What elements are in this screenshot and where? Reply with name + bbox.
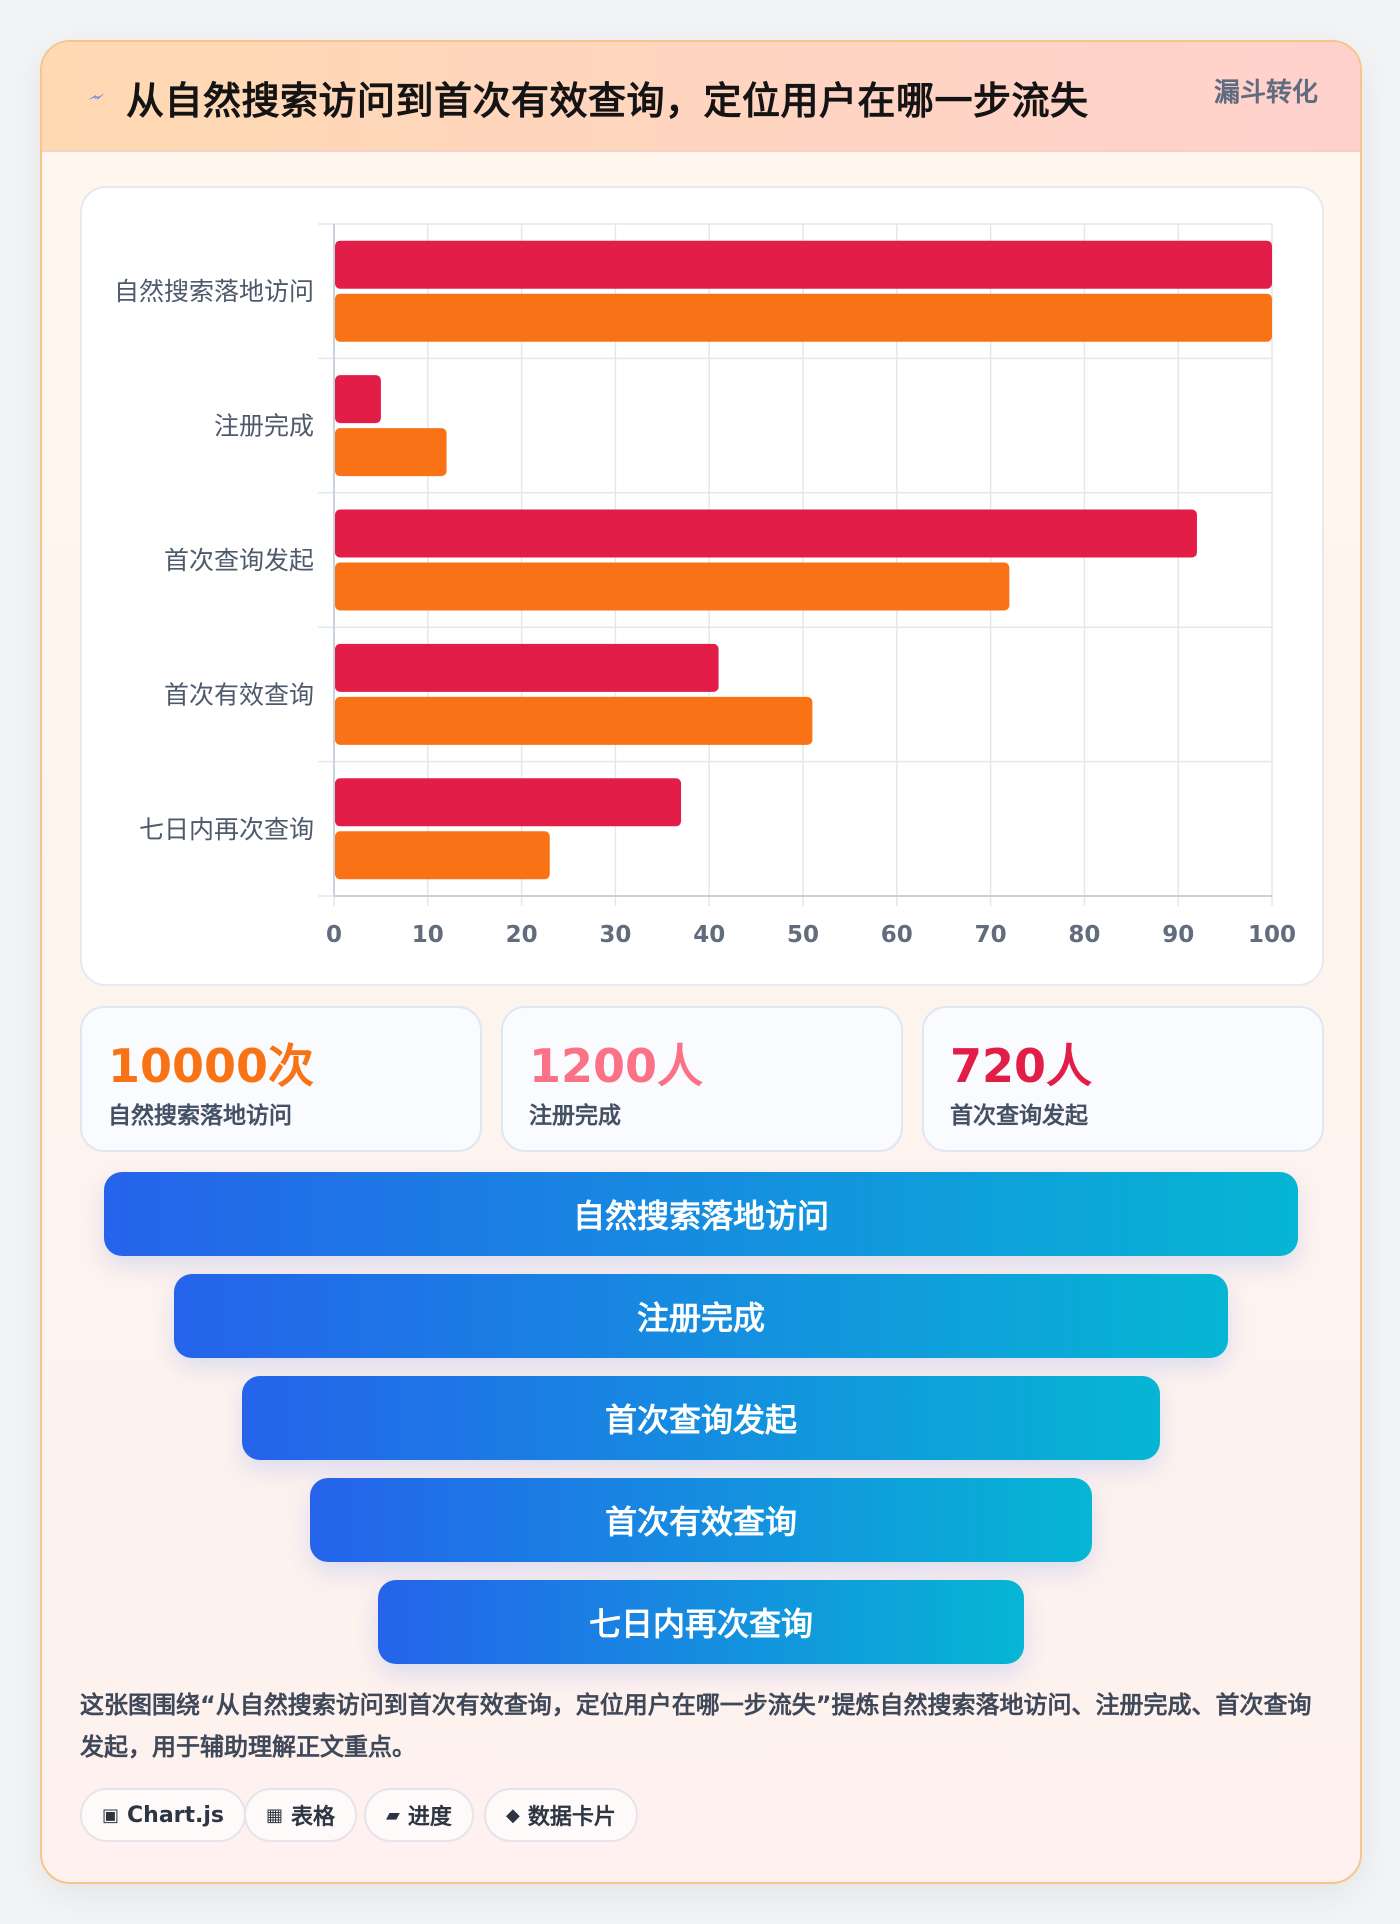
bar [335,293,1272,342]
badge-progress: ▰ 进度 [364,1788,474,1842]
funnel-stage-4: 首次有效查询 [310,1478,1092,1562]
bar [335,831,550,880]
stat-value: 720人 [950,1039,1093,1093]
x-tick-label: 80 [1068,922,1100,948]
x-tick-label: 0 [326,922,342,948]
badge-data-card: ◆ 数据卡片 [484,1788,638,1842]
x-tick-label: 90 [1162,922,1194,948]
chart-description: 这张图围绕“从自然搜索访问到首次有效查询，定位用户在哪一步流失”提炼自然搜索落地… [80,1691,1312,1761]
x-tick-label: 70 [975,922,1007,948]
x-tick-label: 30 [599,922,631,948]
stat-label: 首次查询发起 [950,1103,1088,1129]
bar [335,696,813,745]
stat-card-registrations: 1200人 注册完成 [501,1006,903,1152]
bar [335,509,1197,558]
stat-label: 自然搜索落地访问 [108,1103,292,1129]
badge-chartjs: ▣ Chart.js [80,1788,247,1842]
y-tick-label: 注册完成 [214,412,314,441]
stat-card-visits: 10000次 自然搜索落地访问 [80,1006,482,1152]
funnel-stage-2: 注册完成 [174,1274,1228,1358]
funnel-stage-5: 七日内再次查询 [378,1580,1024,1664]
x-tick-label: 20 [506,922,538,948]
y-tick-label: 首次有效查询 [164,680,314,709]
lightning-icon [88,93,105,100]
funnel-stage-1: 自然搜索落地访问 [104,1172,1298,1256]
bar [335,778,682,827]
stat-label: 注册完成 [529,1103,621,1129]
x-tick-label: 10 [412,922,444,948]
bar [335,643,719,692]
x-tick-label: 60 [881,922,913,948]
badge-label: 数据卡片 [527,1805,616,1830]
chart-icon: ▣ [102,1804,120,1826]
card-header: 从自然搜索访问到首次有效查询，定位用户在哪一步流失 漏斗转化 [42,42,1360,152]
badge-label: 进度 [407,1805,452,1830]
funnel-stage-3: 首次查询发起 [242,1376,1160,1460]
x-tick-label: 40 [693,922,725,948]
y-tick-label: 首次查询发起 [164,546,314,575]
bar-chart-panel: 自然搜索落地访问注册完成首次查询发起 首次有效查询七日内再次查询 0 10 20 30 40… [80,186,1324,986]
y-tick-label: 自然搜索落地访问 [114,277,314,306]
table-icon: ▦ [266,1804,284,1826]
x-tick-label: 100 [1248,922,1296,948]
stat-card-first-query: 720人 首次查询发起 [922,1006,1324,1152]
page-title: 从自然搜索访问到首次有效查询，定位用户在哪一步流失 [126,79,1089,123]
category-tag: 漏斗转化 [1213,78,1318,108]
bar [335,375,381,424]
bar [335,562,1010,611]
y-tick-label: 七日内再次查询 [139,815,314,844]
badge-label: Chart.js [127,1802,225,1828]
stat-value: 10000次 [108,1039,315,1093]
progress-icon: ▰ [386,1804,400,1826]
stat-value: 1200人 [529,1039,704,1093]
infographic-card: 从自然搜索访问到首次有效查询，定位用户在哪一步流失 漏斗转化 自然搜索落地访问注… [40,40,1362,1884]
badge-table: ▦ 表格 [244,1788,358,1842]
x-tick-label: 50 [787,922,819,948]
badge-label: 表格 [291,1805,336,1830]
card-icon: ◆ [506,1804,520,1826]
bar [335,240,1272,289]
bar [335,428,447,477]
